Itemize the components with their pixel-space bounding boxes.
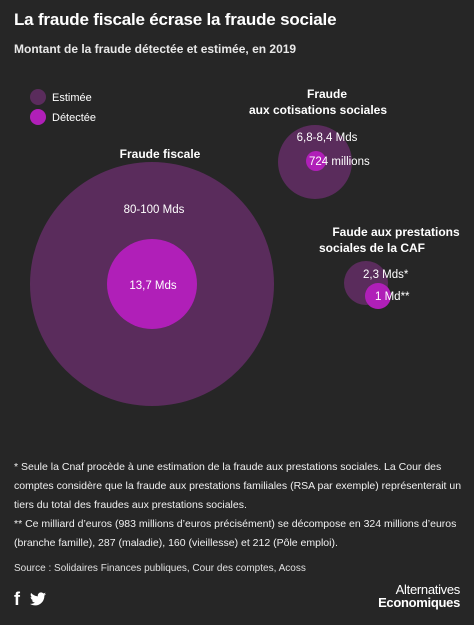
facebook-icon[interactable]: f — [14, 589, 20, 609]
twitter-icon[interactable] — [30, 592, 46, 606]
footnote-1: * Seule la Cnaf procède à une estimation… — [14, 461, 462, 511]
value-label-fiscale-detectee: 13,7 Mds — [129, 280, 177, 292]
footnotes: * Seule la Cnaf procède à une estimation… — [14, 458, 462, 553]
value-label-caf-detectee: 1 Md** — [375, 291, 410, 303]
legend-label-detectee: Détectée — [52, 112, 96, 124]
bubble-fiscale-detectee — [107, 239, 197, 329]
social-links: f — [14, 590, 46, 608]
chart-subtitle: Montant de la fraude détectée et estimée… — [14, 42, 297, 56]
value-label-fiscale-estimee: 80-100 Mds — [124, 204, 185, 216]
legend-swatch-detectee — [30, 109, 46, 125]
group-title-cotisations-line1: Fraude — [307, 87, 347, 101]
chart-title: La fraude fiscale écrase la fraude socia… — [14, 10, 337, 29]
value-label-caf-estimee: 2,3 Mds* — [363, 269, 409, 281]
source-text: Source : Solidaires Finances publiques, … — [14, 563, 306, 574]
value-label-cotisations-detectee: 724 millions — [309, 156, 370, 168]
legend-swatch-estimee — [30, 89, 46, 105]
value-label-cotisations-estimee: 6,8-8,4 Mds — [297, 132, 358, 144]
legend-label-estimee: Estimée — [52, 92, 92, 104]
group-title-caf-line2: sociales de la CAF — [319, 241, 425, 255]
bubble-caf-detectee — [365, 283, 391, 309]
footnote-2: ** Ce milliard d’euros (983 millions d’e… — [14, 518, 457, 549]
group-title-caf-line1: Faude aux prestations — [332, 225, 460, 239]
group-title-fiscale: Fraude fiscale — [120, 147, 201, 161]
brand-logo: Alternatives Economiques — [378, 583, 460, 609]
brand-line1: Alternatives — [395, 582, 461, 597]
brand-line2: Economiques — [378, 595, 460, 610]
bubble-chart: Estimée Détectée Fraude fiscale 80-100 M… — [30, 87, 460, 406]
bubble-cotisations-detectee — [306, 151, 326, 171]
group-title-cotisations-line2: aux cotisations sociales — [249, 103, 387, 117]
